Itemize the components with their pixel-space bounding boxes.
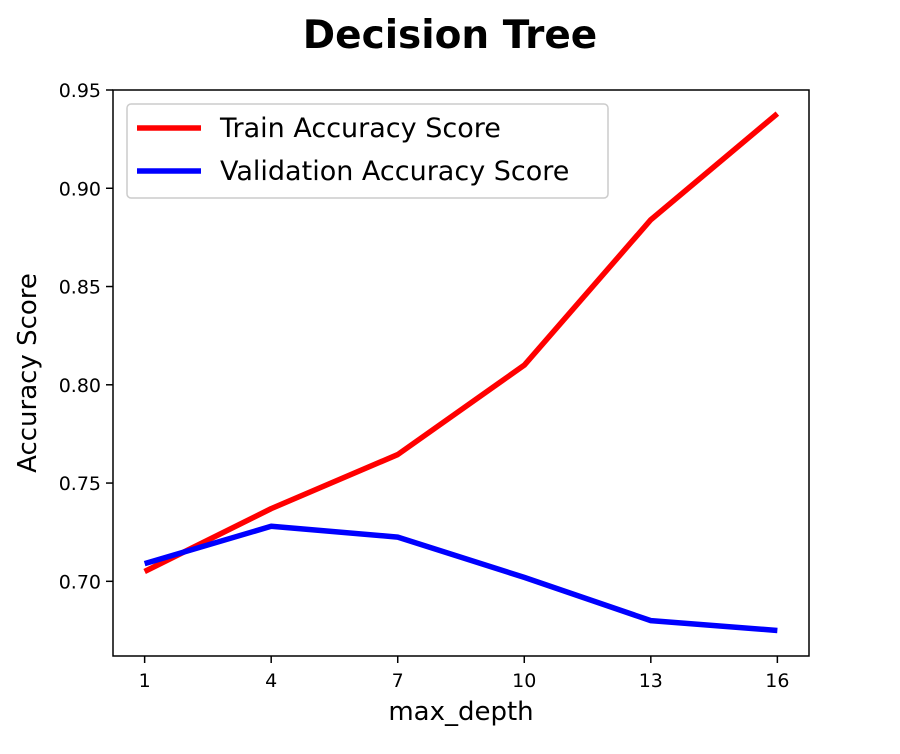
y-axis-ticks: 0.70 0.75 0.80 0.85 0.90 0.95: [59, 80, 113, 593]
x-tick-label: 13: [639, 670, 663, 692]
y-axis-label: Accuracy Score: [13, 273, 43, 473]
y-tick-label: 0.75: [59, 473, 101, 495]
legend-label: Validation Accuracy Score: [220, 156, 569, 187]
legend: Train Accuracy Score Validation Accuracy …: [127, 104, 608, 198]
x-axis-ticks: 1 4 7 10 13 16: [139, 656, 790, 692]
x-tick-label: 1: [139, 670, 151, 692]
y-tick-label: 0.70: [59, 571, 101, 593]
y-tick-label: 0.95: [59, 80, 101, 102]
x-axis-label: max_depth: [388, 697, 533, 727]
y-tick-label: 0.85: [59, 277, 101, 299]
legend-label: Train Accuracy Score: [219, 113, 501, 144]
y-tick-label: 0.80: [59, 375, 101, 397]
y-tick-label: 0.90: [59, 178, 101, 200]
x-tick-label: 4: [265, 670, 277, 692]
x-tick-label: 10: [512, 670, 536, 692]
series-line-validation: [145, 526, 778, 630]
x-tick-label: 16: [765, 670, 789, 692]
chart-title: Decision Tree: [303, 13, 597, 58]
x-tick-label: 7: [392, 670, 404, 692]
